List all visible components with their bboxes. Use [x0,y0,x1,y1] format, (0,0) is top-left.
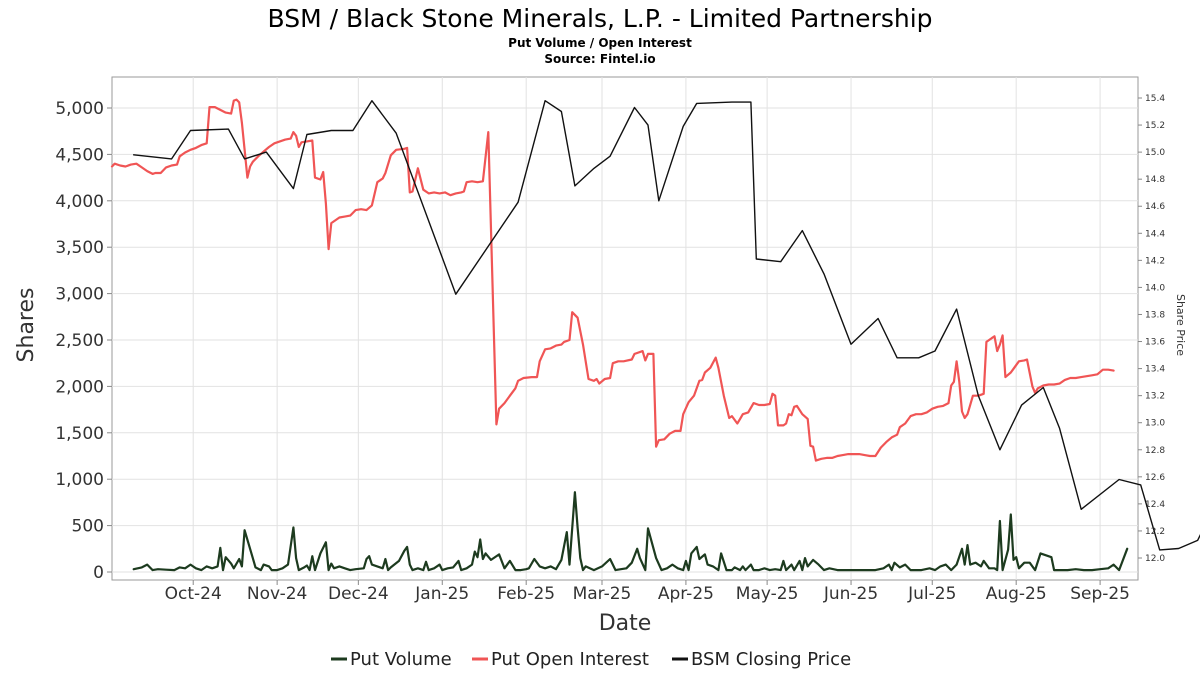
y2-tick-label: 12.8 [1145,446,1165,456]
x-tick-label: Nov-24 [247,584,308,604]
y2-tick-label: 13.0 [1145,419,1165,429]
chart-source: Source: Fintel.io [544,52,655,66]
x-tick-label: May-25 [736,584,799,604]
y2-tick-label: 14.0 [1145,283,1165,293]
x-tick-label: Jul-25 [907,584,956,604]
y2-tick-label: 12.4 [1145,500,1165,510]
y2-tick-label: 13.8 [1145,310,1165,320]
y-tick-label: 4,000 [55,192,104,212]
x-tick-label: Sep-25 [1070,584,1130,604]
y2-tick-label: 13.4 [1145,365,1165,375]
y-tick-label: 500 [72,517,104,537]
x-tick-label: Apr-25 [658,584,714,604]
y2-tick-label: 14.6 [1145,202,1165,212]
x-tick-label: Feb-25 [497,584,555,604]
x-tick-label: Mar-25 [573,584,632,604]
y-tick-label: 3,000 [55,285,104,305]
y2-tick-label: 12.6 [1145,473,1165,483]
chart-subtitle: Put Volume / Open Interest [508,36,692,50]
y-tick-label: 1,500 [55,424,104,444]
x-tick-label: Dec-24 [328,584,389,604]
x-tick-label: Aug-25 [986,584,1047,604]
plot-area [111,76,1139,581]
y2-tick-label: 14.4 [1145,229,1165,239]
y-tick-label: 1,000 [55,470,104,490]
legend-label: BSM Closing Price [691,649,851,670]
y2-tick-label: 15.2 [1145,121,1165,131]
legend-label: Put Volume [350,649,452,670]
x-axis-ticks: Oct-24 Nov-24 Dec-24 Jan-25 Feb-25 Mar-25 Apr-… [165,580,1130,604]
y2-tick-label: 15.0 [1145,148,1165,158]
x-tick-label: Jan-25 [414,584,469,604]
x-axis-label: Date [599,611,652,636]
y2-tick-label: 12.2 [1145,527,1165,537]
y-axis-ticks: 0 500 1,000 1,500 2,000 2,500 3,000 3,500 4,000 4… [55,99,112,583]
y2-axis-label: Share Price [1174,294,1187,356]
y-tick-label: 0 [93,563,104,583]
legend-label: Put Open Interest [491,649,649,670]
x-tick-label: Oct-24 [165,584,222,604]
y2-tick-label: 15.4 [1145,94,1165,104]
y2-tick-label: 14.2 [1145,256,1165,266]
y-tick-label: 5,000 [55,99,104,119]
y2-tick-label: 12.0 [1145,554,1165,564]
y2-axis-ticks: 12.0 12.2 12.4 12.6 12.8 13.0 13.2 13.4 13.6 13.8… [1138,94,1165,564]
y-tick-label: 2,500 [55,331,104,351]
chart-title: BSM / Black Stone Minerals, L.P. - Limit… [267,4,932,33]
y-axis-label: Shares [14,288,39,363]
series-line-put-open-interest [110,98,1115,462]
y-tick-label: 4,500 [55,145,104,165]
legend: Put Volume Put Open Interest BSM Closing P… [331,649,851,670]
y2-tick-label: 13.6 [1145,338,1165,348]
y-tick-label: 3,500 [55,238,104,258]
grid-lines [112,77,1138,580]
series-line-bsm-closing-price [132,99,1200,551]
series-lines [110,98,1200,572]
y2-tick-label: 14.8 [1145,175,1165,185]
series-line-put-volume [132,491,1129,572]
y2-tick-label: 13.2 [1145,392,1165,402]
y-tick-label: 2,000 [55,377,104,397]
x-tick-label: Jun-25 [823,584,878,604]
